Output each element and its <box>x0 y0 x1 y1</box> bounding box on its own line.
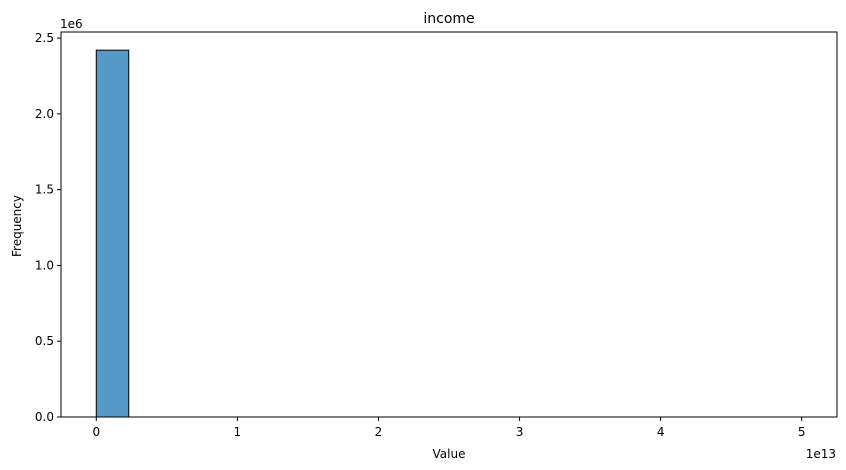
chart-title: income <box>423 11 474 27</box>
histogram-bar-0 <box>95 49 130 418</box>
y-tick-label: 2.0 <box>35 107 54 121</box>
y-tick-label: 1.5 <box>35 183 54 197</box>
x-axis-label: Value <box>433 447 466 461</box>
bars-group <box>95 49 130 418</box>
x-tick-label: 2 <box>375 425 383 439</box>
y-tick-label: 2.5 <box>35 31 54 45</box>
y-ticks-group: 0.0 0.5 1.0 1.5 2.0 2.5 <box>35 31 61 424</box>
x-tick-label: 0 <box>92 425 100 439</box>
x-tick-label: 5 <box>798 425 806 439</box>
y-tick-label: 0.5 <box>35 334 54 348</box>
x-offset-label: 1e13 <box>806 447 836 461</box>
y-tick-label: 0.0 <box>35 410 54 424</box>
x-tick-label: 3 <box>516 425 524 439</box>
y-axis-label: Frequency <box>10 195 24 257</box>
y-tick-label: 1.0 <box>35 258 54 272</box>
x-ticks-group: 0 1 2 3 4 5 <box>92 417 806 439</box>
x-tick-label: 1 <box>234 425 242 439</box>
x-tick-label: 4 <box>657 425 665 439</box>
plot-frame <box>60 31 838 418</box>
y-offset-label: 1e6 <box>60 17 83 31</box>
